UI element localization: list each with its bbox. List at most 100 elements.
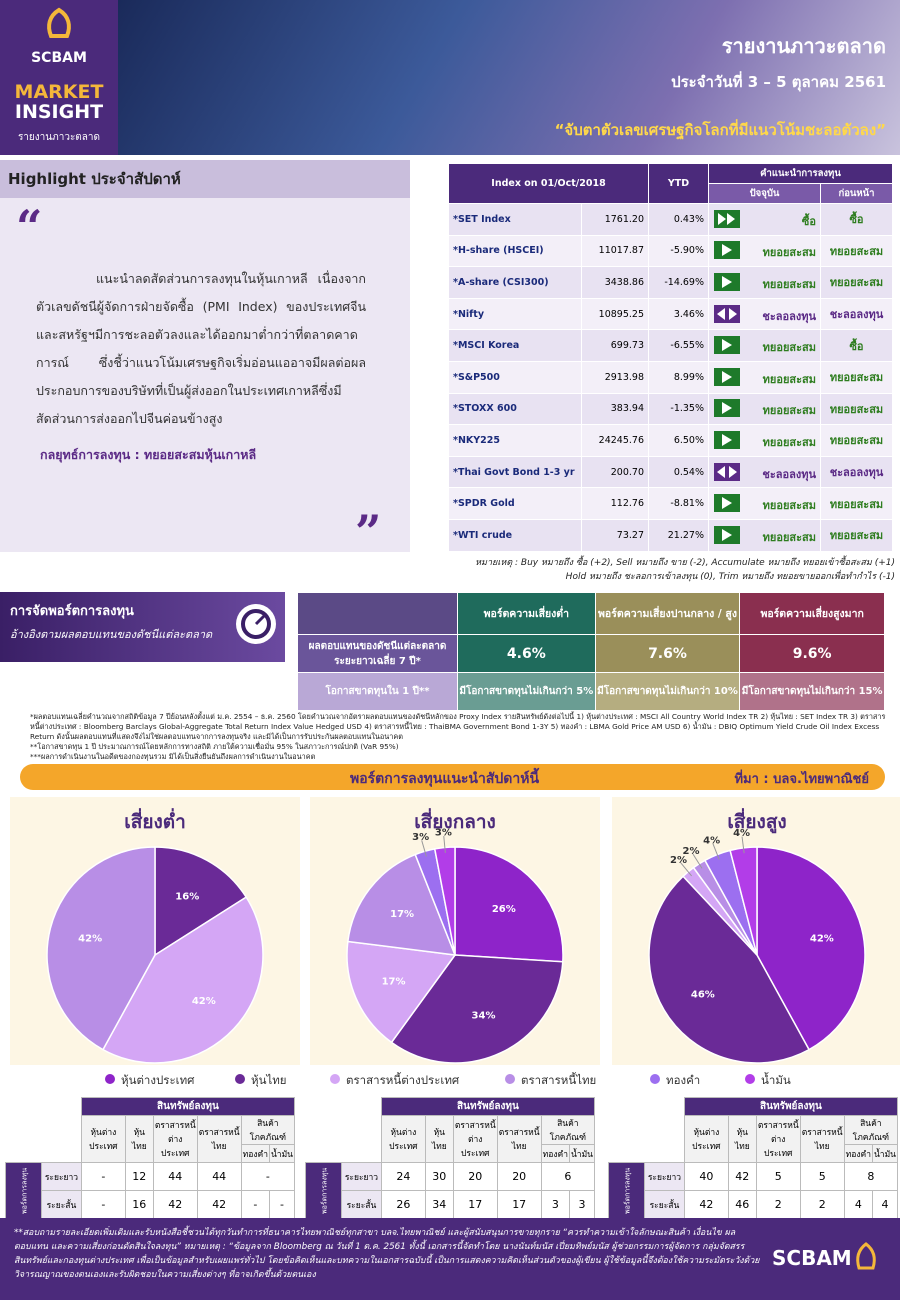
icon-arrow — [717, 465, 737, 478]
index-row: *MSCI Korea 699.73 -6.55% ทยอยสะสม ซื้อ — [447, 329, 893, 362]
asset-cell: 34 — [424, 1190, 454, 1219]
legend-item: ทองคำ — [650, 1072, 700, 1090]
current-rec: ซื้อ — [708, 203, 821, 236]
asset-cell: 44 — [196, 1162, 242, 1191]
footer-logo: SCBAM — [772, 1246, 852, 1270]
index-name: *A-share (CSI300) — [447, 266, 583, 299]
previous-rec: ทยอยสะสม — [820, 392, 893, 426]
icon-arrow — [722, 339, 732, 352]
asset-cell: 20 — [496, 1162, 542, 1191]
asset-row: พอร์ตการลงทุน ระยะยาว 24 30 20 20 6 — [305, 1162, 596, 1219]
slice-label: 4% — [703, 836, 720, 847]
asset-row: ระยะสั้น 26 34 17 17 3 3 — [306, 1190, 595, 1219]
icon-arrow — [722, 497, 732, 510]
current-text: ทยอยสะสม — [762, 277, 816, 291]
legend-swatch — [745, 1074, 755, 1084]
note: หมายเหตุ : Buy หมายถึง ซื้อ (+2), Sell ห… — [440, 556, 895, 584]
disclaimer: **สอบถามรายละเอียดเพิ่มเติมและรับหนังสือ… — [14, 1228, 760, 1280]
asset-cell: 5 — [755, 1162, 801, 1191]
portfolio-row: ผลตอบแทนของดัชนีแต่ละตลาดระยะยาวเฉลี่ย 7… — [297, 634, 885, 673]
asset-cell: - — [269, 1190, 295, 1219]
footer: **สอบถามรายละเอียดเพิ่มเติมและรับหนังสือ… — [0, 1218, 900, 1300]
asset-header: สินทรัพย์ลงทุน — [683, 1097, 899, 1116]
pie-chart: 26% 34% 17% 17% 3% 3% — [346, 827, 564, 1064]
corner — [297, 592, 458, 635]
index-value: 3438.86 — [581, 266, 649, 299]
index-value: 10895.25 — [581, 297, 649, 331]
slice-label: 46% — [691, 989, 715, 1000]
index-ytd: -5.90% — [648, 234, 709, 268]
legend-item: หุ้นไทย — [235, 1072, 287, 1090]
blank — [306, 1098, 382, 1116]
gauge-icon — [236, 604, 276, 644]
highlight-body: แนะนำลดสัดส่วนการลงทุนในหุ้นเกาหลี เนื่อ… — [36, 271, 366, 426]
asset-cell: 5 — [799, 1162, 845, 1191]
side-label: พอร์ตการลงทุน — [608, 1162, 645, 1219]
highlight-box: Highlight ประจำสัปดาห์ “ แนะนำลดสัดส่วนก… — [0, 160, 410, 559]
pie-slice — [756, 846, 866, 1051]
header-cell: ปัจจุบัน — [708, 183, 821, 204]
note-line: หมายเหตุ : Buy หมายถึง ซื้อ (+2), Sell ห… — [475, 558, 895, 568]
index-value: 73.27 — [581, 518, 649, 552]
index-row: *A-share (CSI300) 3438.86 -14.69% ทยอยสะสม ท… — [447, 266, 893, 299]
asset-table: สินทรัพย์ลงทุน หุ้นต่างประเทศ หุ้นไทย ตราสา… — [5, 1097, 296, 1219]
icon-arrow — [722, 528, 732, 541]
asset-col: สินค้าโภคภัณฑ์ — [240, 1115, 296, 1145]
index-name: *WTI crude — [447, 518, 583, 552]
rec-icon — [714, 525, 740, 544]
index-ytd: 8.99% — [648, 360, 709, 394]
index-ytd: 21.27% — [648, 518, 709, 552]
previous-rec: ซื้อ — [820, 329, 893, 362]
slice-label: 16% — [175, 891, 199, 902]
pie-panel: เสี่ยงสูง 42% 46% 2% 2% 4% 4% — [612, 797, 900, 1065]
asset-cell: 17 — [452, 1190, 498, 1219]
portfolio-cell: 4.6% — [457, 634, 596, 673]
icon-arrow — [718, 212, 735, 225]
index-name: *MSCI Korea — [447, 329, 583, 362]
legend-label: หุ้นต่างประเทศ — [121, 1073, 195, 1087]
pie-chart: 16% 42% 42% — [46, 846, 264, 1064]
header-row: หุ้นต่างประเทศ หุ้นไทย ตราสารหนี้ต่างประเท… — [609, 1115, 899, 1163]
asset-col: สินค้าโภคภัณฑ์ — [843, 1115, 899, 1145]
blank — [609, 1116, 685, 1163]
previous-rec: ทยอยสะสม — [820, 234, 893, 268]
asset-cell: 4 — [843, 1190, 874, 1219]
index-value: 24245.76 — [581, 424, 649, 457]
leader-line — [680, 862, 692, 877]
report-date: ประจำวันที่ 3 – 5 ตุลาคม 2561 — [671, 73, 886, 91]
rec-icon — [714, 272, 740, 291]
portfolio-subtitle: อ้างอิงตามผลตอบแทนของดัชนีแต่ละตลาด — [10, 628, 213, 641]
index-name: *S&P500 — [447, 360, 583, 394]
asset-subcol: ทองคำ — [240, 1144, 271, 1163]
asset-col: ตราสารหนี้ไทย — [196, 1115, 242, 1163]
asset-col: ตราสารหนี้ต่างประเทศ — [452, 1115, 498, 1163]
rec-icon — [714, 304, 740, 323]
portfolio-table: พอร์ตความเสี่ยงต่ำ พอร์ตความเสี่ยงปานกลาง… — [297, 592, 885, 711]
close-quote: ” — [355, 505, 382, 559]
asset-row: ระยะสั้น -16 42 42- - — [6, 1190, 295, 1219]
asset-cell: 12 — [124, 1162, 154, 1191]
blank — [6, 1116, 82, 1163]
legend-swatch — [105, 1074, 115, 1084]
portfolio-col: พอร์ตความเสี่ยงปานกลาง / สูง — [594, 592, 741, 635]
rec-icon — [714, 241, 740, 260]
asset-cell: 42 — [196, 1190, 242, 1219]
footnote: **โอกาสขาดทุน 1 ปี ประมาณการณ์โดยหลักการ… — [30, 742, 399, 751]
slice-label: 42% — [810, 933, 834, 944]
current-rec: ชะลอลงทุน — [708, 297, 821, 331]
rec-icon — [714, 494, 740, 513]
previous-rec: ทยอยสะสม — [820, 266, 893, 299]
previous-rec: ทยอยสะสม — [820, 487, 893, 520]
legend-label: น้ำมัน — [761, 1073, 791, 1087]
logo-icon — [47, 7, 71, 38]
pie-title: เสี่ยงต่ำ — [124, 811, 186, 833]
index-ytd: -8.81% — [648, 487, 709, 520]
current-text: ทยอยสะสม — [762, 530, 816, 544]
portfolio-cell: มีโอกาสขาดทุนไม่เกินกว่า 10% — [594, 672, 741, 711]
rec-icon — [714, 367, 740, 386]
legend-label: ทองคำ — [666, 1073, 701, 1087]
index-ytd: 0.54% — [648, 455, 709, 489]
slice-label: 2% — [683, 846, 700, 857]
leader-line — [712, 843, 720, 860]
banner-title: พอร์ตการลงทุนแนะนำสัปดาห์นี้ — [350, 771, 540, 787]
